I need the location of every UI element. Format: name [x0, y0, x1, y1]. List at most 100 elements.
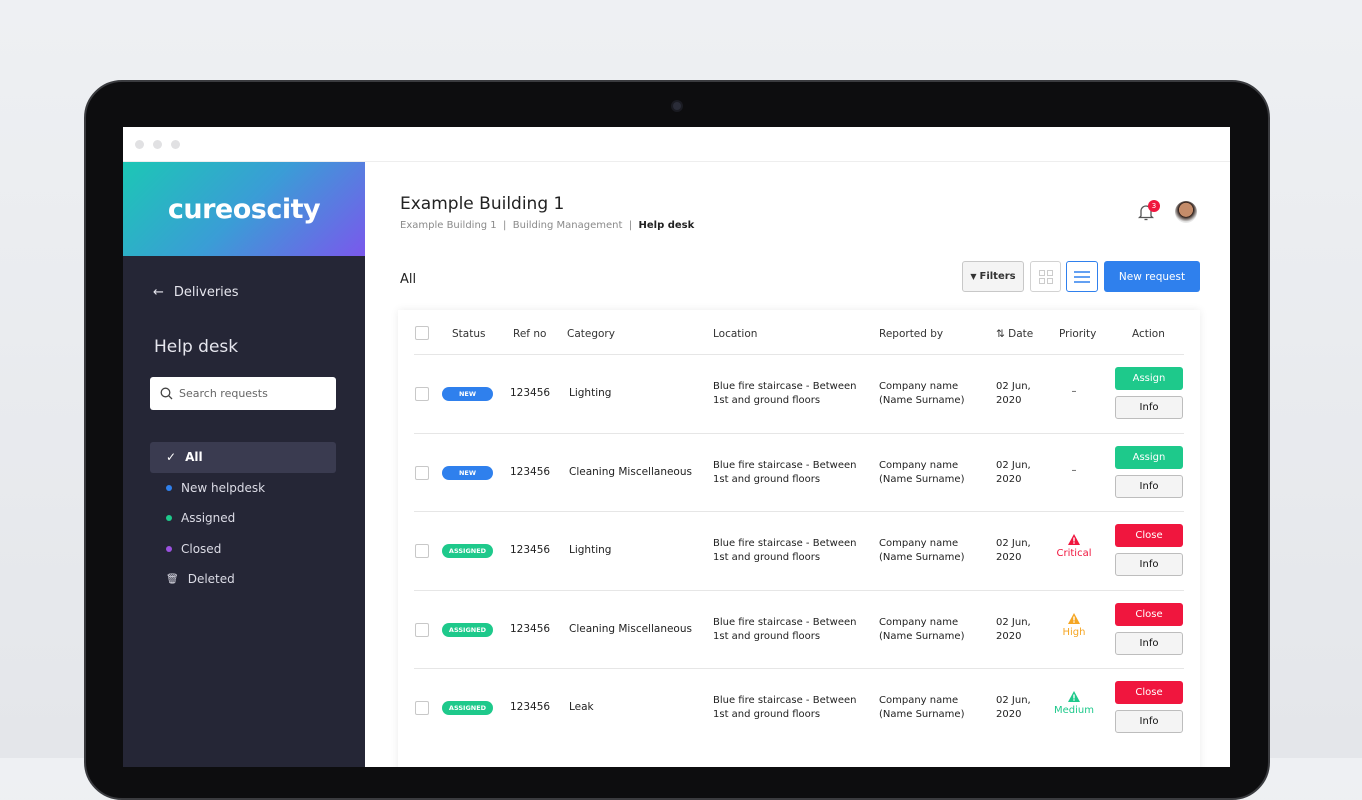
status-badge: NEW [442, 387, 493, 401]
nav-item-closed[interactable]: Closed [150, 534, 336, 565]
priority: Critical [1044, 534, 1104, 559]
info-button[interactable]: Info [1115, 396, 1183, 419]
warning-icon [1068, 534, 1080, 545]
company-name: Company name [879, 616, 959, 628]
page-title: Example Building 1 [400, 194, 565, 214]
category: Lighting [569, 544, 612, 556]
close-button[interactable]: Close [1115, 681, 1183, 704]
ref-no: 123456 [510, 387, 551, 399]
person-name: (Name Surname) [879, 395, 965, 406]
trash-icon: 🗑 [166, 573, 179, 585]
close-button[interactable]: Close [1115, 602, 1183, 626]
row-checkbox[interactable] [415, 701, 429, 715]
back-label: Deliveries [173, 285, 239, 300]
header-location[interactable]: Location [713, 328, 758, 340]
priority: – [1044, 386, 1104, 397]
row-checkbox[interactable] [415, 544, 429, 558]
header-date-label: Date [1008, 328, 1034, 340]
avatar[interactable] [1175, 201, 1197, 223]
sort-icon: ⇅ [996, 328, 1005, 340]
assign-button[interactable]: Assign [1115, 367, 1183, 390]
header-ref[interactable]: Ref no [513, 328, 547, 340]
date: 02 Jun, 2020 [996, 537, 1031, 565]
status-badge: NEW [442, 465, 493, 480]
priority-label: – [1071, 464, 1077, 476]
location-line: Blue fire staircase - Between [713, 695, 857, 706]
ref-no: 123456 [510, 701, 551, 713]
table-row: NEW 123456 Lighting Blue fire staircase … [414, 354, 1184, 433]
header-date[interactable]: ⇅ Date [996, 328, 1033, 340]
company-name: Company name [879, 381, 959, 392]
category: Cleaning Miscellaneous [569, 465, 692, 478]
grid-icon [1038, 269, 1053, 284]
reported-by: Company name (Name Surname) [879, 380, 964, 408]
camera [671, 100, 683, 112]
nav-item-assigned[interactable]: Assigned [150, 503, 336, 534]
nav-item-deleted[interactable]: 🗑 Deleted [150, 564, 336, 595]
select-all-checkbox[interactable] [415, 326, 429, 340]
filters-label: Filters [979, 271, 1016, 282]
date-day: 02 Jun, [996, 381, 1031, 392]
search-icon [160, 387, 173, 400]
search-placeholder: Search requests [179, 387, 268, 400]
date-year: 2020 [996, 552, 1022, 563]
breadcrumb-item[interactable]: Building Management [512, 220, 623, 231]
list-icon [1074, 270, 1090, 283]
header-status[interactable]: Status [452, 328, 486, 340]
close-button[interactable]: Close [1115, 524, 1183, 547]
header-reported-by[interactable]: Reported by [879, 328, 944, 340]
priority-label: – [1071, 386, 1077, 397]
location: Blue fire staircase - Between 1st and gro… [713, 537, 856, 565]
row-checkbox[interactable] [415, 622, 429, 637]
breadcrumb-current: Help desk [638, 220, 695, 231]
breadcrumb: Example Building 1 | Building Management… [400, 220, 695, 231]
date-year: 2020 [996, 630, 1022, 642]
breadcrumb-item[interactable]: Example Building 1 [400, 220, 497, 231]
nav-item-all[interactable]: ✓ All [150, 442, 336, 473]
row-checkbox[interactable] [415, 465, 429, 480]
info-button[interactable]: Info [1115, 631, 1183, 655]
status-badge: ASSIGNED [442, 701, 493, 715]
back-link[interactable]: ← Deliveries [153, 285, 239, 300]
requests-table: Status Ref no Category Location Reported… [398, 310, 1200, 767]
assign-button[interactable]: Assign [1115, 445, 1183, 469]
header-action[interactable]: Action [1132, 328, 1165, 340]
list-view-button[interactable] [1066, 261, 1098, 292]
reported-by: Company name (Name Surname) [879, 459, 964, 487]
date-day: 02 Jun, [996, 616, 1031, 628]
warning-icon [1068, 691, 1080, 702]
priority: Medium [1044, 691, 1104, 716]
category: Cleaning Miscellaneous [569, 622, 692, 635]
info-button[interactable]: Info [1115, 553, 1183, 576]
status-badge: ASSIGNED [442, 622, 493, 637]
date-day: 02 Jun, [996, 459, 1031, 471]
date-year: 2020 [996, 395, 1022, 406]
location-line: Blue fire staircase - Between [713, 538, 857, 549]
location-line: 1st and ground floors [713, 395, 821, 406]
window-dot [153, 140, 162, 149]
date: 02 Jun, 2020 [996, 380, 1031, 408]
filters-button[interactable]: ▼ Filters [962, 261, 1024, 292]
sidebar: cureoscity ← Deliveries Help desk Search … [123, 162, 365, 767]
priority: – [1044, 465, 1104, 476]
nav-label: All [185, 450, 203, 465]
ref-no: 123456 [510, 465, 551, 478]
company-name: Company name [879, 538, 959, 549]
header-category[interactable]: Category [567, 328, 615, 340]
location-line: Blue fire staircase - Between [713, 381, 857, 392]
search-input[interactable]: Search requests [150, 377, 336, 410]
info-button[interactable]: Info [1115, 474, 1183, 498]
person-name: (Name Surname) [879, 709, 965, 720]
warning-icon [1068, 612, 1080, 624]
info-button[interactable]: Info [1115, 710, 1183, 733]
filter-nav: ✓ All New helpdesk Assigned Closed 🗑 Delet… [150, 442, 336, 595]
blue-dot-icon [166, 484, 172, 491]
nav-item-new-helpdesk[interactable]: New helpdesk [150, 473, 336, 504]
table-row: ASSIGNED 123456 Lighting Blue fire stair… [414, 511, 1184, 590]
header-priority[interactable]: Priority [1059, 328, 1097, 340]
row-checkbox[interactable] [415, 387, 429, 401]
company-name: Company name [879, 459, 959, 471]
grid-view-button[interactable] [1030, 261, 1061, 292]
nav-label: Deleted [187, 572, 235, 587]
new-request-button[interactable]: New request [1104, 261, 1200, 292]
